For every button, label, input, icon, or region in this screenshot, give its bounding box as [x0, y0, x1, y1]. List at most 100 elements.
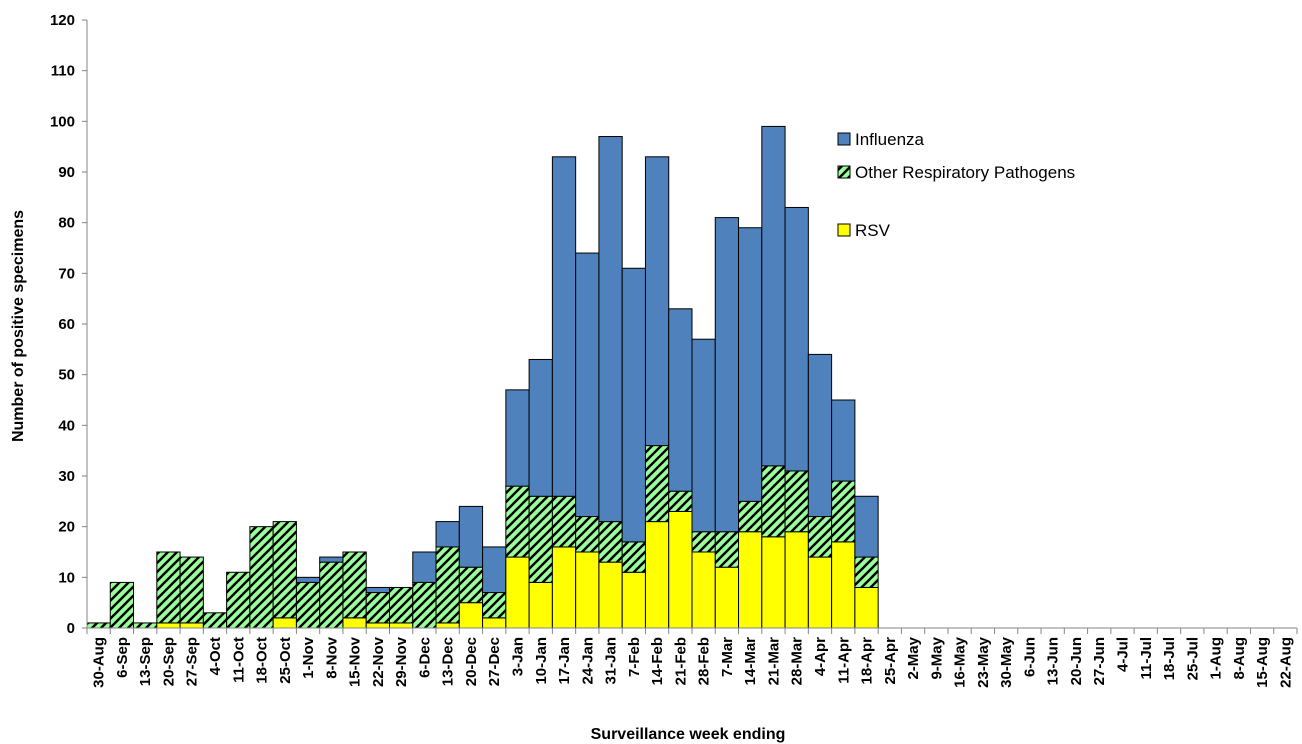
x-tick-label: 8-Nov — [323, 636, 340, 678]
legend-label: RSV — [855, 221, 891, 240]
x-tick-label: 23-May — [975, 636, 992, 688]
x-tick-label: 21-Feb — [672, 637, 689, 685]
x-tick-label: 9-May — [928, 636, 945, 679]
bar-rsv — [668, 510, 693, 629]
x-tick-label: 27-Sep — [184, 637, 201, 686]
x-tick-label: 18-Jul — [1161, 637, 1178, 680]
bar-influenza — [668, 308, 693, 492]
x-tick-label: 20-Sep — [160, 637, 177, 686]
bar-rsv — [389, 622, 414, 629]
bar-influenza — [412, 551, 437, 583]
bars — [86, 125, 879, 629]
legend-item: RSV — [837, 221, 891, 240]
bar-influenza — [761, 125, 786, 467]
legend-item: Other Respiratory Pathogens — [837, 163, 1075, 182]
bar-influenza — [528, 358, 553, 497]
x-tick-label: 7-Mar — [719, 637, 736, 677]
y-tick-label: 60 — [58, 316, 75, 333]
x-tick-label: 1-Aug — [1208, 637, 1225, 680]
x-tick-label: 24-Jan — [579, 637, 596, 685]
bar-other-respiratory-pathogens — [691, 531, 716, 553]
bar-rsv — [435, 622, 460, 629]
bar-influenza — [714, 217, 740, 533]
y-tick-label: 0 — [67, 620, 75, 637]
y-tick-label: 80 — [58, 215, 75, 232]
x-tick-label: 31-Jan — [603, 637, 620, 685]
bar-other-respiratory-pathogens — [319, 561, 344, 629]
x-tick-label: 6-Sep — [114, 637, 131, 678]
x-tick-label: 4-Oct — [207, 637, 224, 675]
bar-influenza — [644, 156, 670, 447]
bar-rsv — [598, 561, 623, 629]
x-tick-label: 29-Nov — [393, 636, 410, 687]
x-tick-label: 25-Apr — [882, 637, 899, 685]
bar-rsv — [272, 617, 297, 629]
bar-influenza — [458, 505, 484, 568]
bar-rsv — [644, 521, 670, 629]
x-tick-label: 11-Oct — [230, 637, 247, 683]
bar-rsv — [831, 541, 856, 629]
bar-other-respiratory-pathogens — [575, 516, 600, 553]
bar-other-respiratory-pathogens — [644, 445, 670, 523]
x-tick-label: 27-Dec — [486, 637, 503, 686]
bar-other-respiratory-pathogens — [202, 612, 228, 629]
bar-rsv — [807, 556, 833, 629]
x-axis-ticks: 30-Aug 6-Sep 13-Sep 20-Sep 27-Sep 4-Oct 11-Oct… — [86, 628, 1298, 688]
bar-influenza — [598, 136, 623, 523]
y-tick-label: 120 — [50, 12, 75, 29]
bar-influenza — [505, 389, 530, 487]
x-tick-label: 28-Feb — [696, 637, 713, 685]
bar-influenza — [482, 546, 507, 594]
x-tick-label: 6-Dec — [416, 637, 433, 678]
y-tick-label: 70 — [58, 265, 75, 282]
legend-label: Influenza — [855, 130, 925, 149]
x-tick-label: 18-Oct — [254, 637, 271, 684]
x-tick-label: 4-Apr — [812, 637, 829, 676]
x-tick-label: 13-Jun — [1045, 637, 1062, 685]
bar-influenza — [365, 586, 391, 594]
y-tick-label: 20 — [58, 519, 75, 536]
bar-influenza — [575, 252, 600, 518]
x-tick-label: 30-May — [998, 636, 1015, 688]
x-tick-label: 10-Jan — [533, 637, 550, 685]
bar-influenza — [854, 495, 879, 558]
bar-other-respiratory-pathogens — [226, 571, 251, 629]
bar-other-respiratory-pathogens — [668, 490, 693, 512]
bar-influenza — [435, 521, 460, 548]
bar-other-respiratory-pathogens — [738, 500, 763, 533]
x-tick-label: 22-Aug — [1277, 637, 1294, 688]
bar-rsv — [761, 536, 786, 629]
bar-other-respiratory-pathogens — [389, 586, 414, 624]
bar-rsv — [854, 586, 879, 629]
bar-other-respiratory-pathogens — [598, 521, 623, 563]
x-tick-label: 13-Dec — [440, 637, 457, 686]
bar-rsv — [528, 581, 553, 629]
bar-other-respiratory-pathogens — [249, 526, 274, 629]
x-tick-label: 14-Feb — [649, 637, 666, 685]
x-tick-label: 1-Nov — [300, 636, 317, 678]
x-tick-label: 18-Apr — [859, 637, 876, 685]
x-tick-label: 6-Jun — [1021, 637, 1038, 677]
y-tick-label: 10 — [58, 569, 75, 586]
bar-influenza — [621, 267, 646, 543]
bar-other-respiratory-pathogens — [295, 581, 321, 629]
bar-other-respiratory-pathogens — [342, 551, 367, 619]
y-axis-ticks: 0 10 20 30 40 50 60 70 80 90 100 110 120 — [50, 12, 87, 637]
bar-influenza — [691, 338, 716, 533]
bar-influenza — [738, 227, 763, 502]
y-axis-title: Number of positive specimens — [10, 210, 27, 442]
bar-influenza — [831, 399, 856, 482]
bar-other-respiratory-pathogens — [482, 592, 507, 619]
legend-swatch — [837, 165, 851, 179]
x-tick-label: 7-Feb — [626, 637, 643, 677]
legend: Influenza Other Respiratory Pathogens RSV — [837, 130, 1075, 240]
legend-swatch — [837, 132, 851, 146]
y-tick-label: 50 — [58, 367, 75, 384]
bar-influenza — [295, 576, 321, 583]
bar-other-respiratory-pathogens — [109, 581, 135, 629]
x-axis-title: Surveillance week ending — [591, 726, 786, 743]
bar-rsv — [342, 617, 367, 629]
bar-rsv — [784, 531, 809, 629]
x-tick-label: 16-May — [952, 636, 969, 688]
